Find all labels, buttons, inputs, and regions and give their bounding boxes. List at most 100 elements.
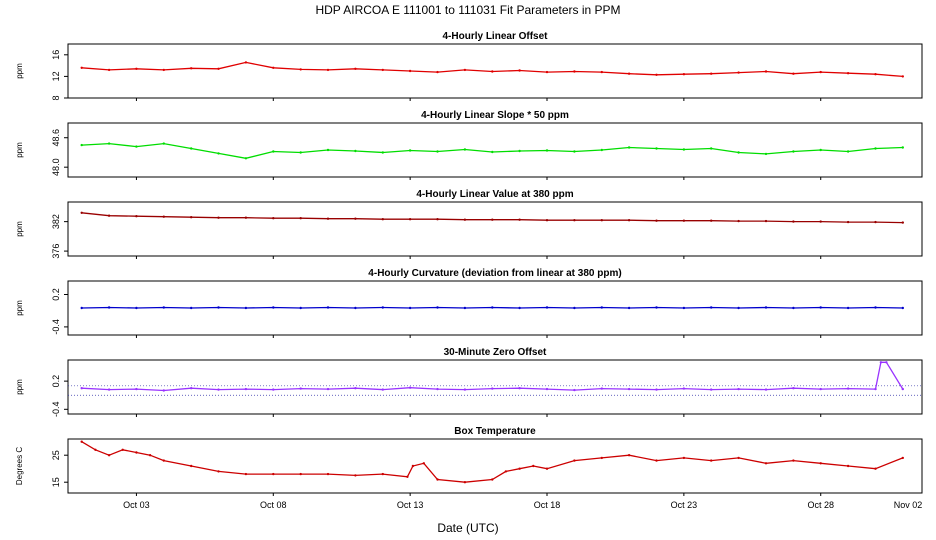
data-point bbox=[244, 157, 248, 160]
panel-3: 4-Hourly Linear Value at 380 ppm ppm 376 38… bbox=[15, 189, 923, 259]
data-point bbox=[792, 150, 795, 153]
data-point bbox=[627, 387, 631, 391]
data-point bbox=[80, 143, 83, 147]
panel-frame bbox=[67, 122, 923, 178]
y-tick-label: 25 bbox=[51, 450, 61, 460]
data-point bbox=[463, 306, 467, 310]
data-point bbox=[792, 72, 795, 75]
data-point bbox=[135, 145, 138, 148]
data-point bbox=[710, 459, 713, 462]
data-point bbox=[408, 386, 412, 389]
data-point bbox=[874, 467, 877, 470]
data-point bbox=[491, 387, 494, 390]
y-tick-label: -0.4 bbox=[51, 319, 61, 335]
data-point bbox=[94, 448, 97, 451]
y-axis-label: ppm bbox=[15, 300, 24, 316]
data-point bbox=[491, 306, 494, 309]
data-point bbox=[874, 387, 877, 391]
data-point bbox=[682, 73, 686, 76]
data-point bbox=[244, 472, 248, 476]
x-tick-label: Oct 03 bbox=[123, 500, 150, 510]
data-point bbox=[573, 388, 576, 392]
data-point bbox=[491, 218, 494, 221]
data-point bbox=[217, 306, 220, 309]
data-point bbox=[627, 72, 631, 75]
data-point bbox=[381, 388, 384, 391]
data-point bbox=[764, 462, 768, 465]
data-point bbox=[545, 387, 549, 391]
panel-title: 4-Hourly Linear Offset bbox=[442, 31, 548, 42]
y-axis-label: ppm bbox=[15, 379, 24, 395]
y-axis-label: Degrees C bbox=[15, 447, 24, 485]
data-point bbox=[792, 387, 795, 390]
panel-frame bbox=[67, 280, 923, 336]
data-point bbox=[874, 73, 877, 76]
data-point bbox=[901, 456, 904, 460]
data-point bbox=[710, 388, 713, 391]
data-point bbox=[326, 148, 330, 152]
x-axis-label: Date (UTC) bbox=[437, 521, 498, 535]
data-point bbox=[573, 459, 576, 462]
data-point bbox=[381, 306, 384, 309]
data-point bbox=[901, 306, 904, 310]
data-point bbox=[737, 306, 740, 310]
data-point bbox=[879, 361, 883, 364]
data-point bbox=[545, 70, 549, 74]
data-point bbox=[436, 218, 439, 221]
data-point bbox=[326, 217, 330, 220]
data-point bbox=[107, 388, 111, 391]
y-tick-label: 15 bbox=[51, 477, 61, 487]
data-point bbox=[422, 462, 425, 465]
data-point bbox=[80, 306, 83, 310]
data-point bbox=[80, 387, 83, 390]
y-tick-label: 382 bbox=[51, 214, 61, 229]
x-tick-label: Oct 18 bbox=[534, 500, 561, 510]
data-point bbox=[190, 387, 193, 390]
panel-5: 30-Minute Zero Offset ppm -0.4 0.2 bbox=[15, 347, 923, 417]
data-point bbox=[901, 387, 904, 391]
y-axis-label: ppm bbox=[15, 63, 24, 79]
data-point bbox=[190, 306, 193, 310]
data-point bbox=[463, 68, 467, 72]
data-point bbox=[244, 306, 248, 310]
data-point bbox=[190, 67, 193, 70]
series-line bbox=[81, 212, 903, 224]
data-point bbox=[573, 150, 576, 153]
data-point bbox=[326, 472, 330, 476]
data-point bbox=[682, 148, 686, 151]
data-point bbox=[272, 306, 275, 309]
data-point bbox=[627, 454, 631, 457]
x-tick-label: Oct 08 bbox=[260, 500, 287, 510]
data-point bbox=[80, 440, 83, 443]
data-point bbox=[600, 387, 603, 390]
data-point bbox=[299, 387, 302, 390]
data-point bbox=[792, 459, 795, 462]
data-point bbox=[874, 306, 877, 309]
data-point bbox=[463, 148, 467, 151]
data-point bbox=[819, 220, 822, 223]
series-line bbox=[81, 61, 903, 78]
data-point bbox=[682, 456, 686, 460]
x-axis: Oct 03 Oct 08 Oct 13 Oct 18 Oct 23 Oct 28 Nov … bbox=[123, 500, 922, 510]
data-point bbox=[846, 72, 850, 75]
data-point bbox=[885, 361, 888, 364]
y-axis-label: ppm bbox=[15, 142, 24, 158]
panel-title: 4-Hourly Curvature (deviation from linea… bbox=[368, 268, 621, 279]
x-tick-label: Oct 13 bbox=[397, 500, 424, 510]
data-point bbox=[107, 306, 111, 309]
data-point bbox=[901, 75, 904, 78]
data-point bbox=[381, 68, 384, 72]
data-point bbox=[381, 151, 384, 154]
data-point bbox=[518, 467, 521, 470]
data-point bbox=[354, 149, 357, 153]
data-point bbox=[162, 142, 165, 145]
data-point bbox=[272, 217, 275, 220]
panel-title: 4-Hourly Linear Value at 380 ppm bbox=[416, 189, 573, 200]
data-point bbox=[436, 478, 439, 481]
data-point bbox=[148, 454, 152, 457]
data-point bbox=[217, 388, 220, 391]
data-point bbox=[299, 68, 302, 71]
data-point bbox=[162, 215, 165, 218]
data-point bbox=[846, 150, 850, 153]
